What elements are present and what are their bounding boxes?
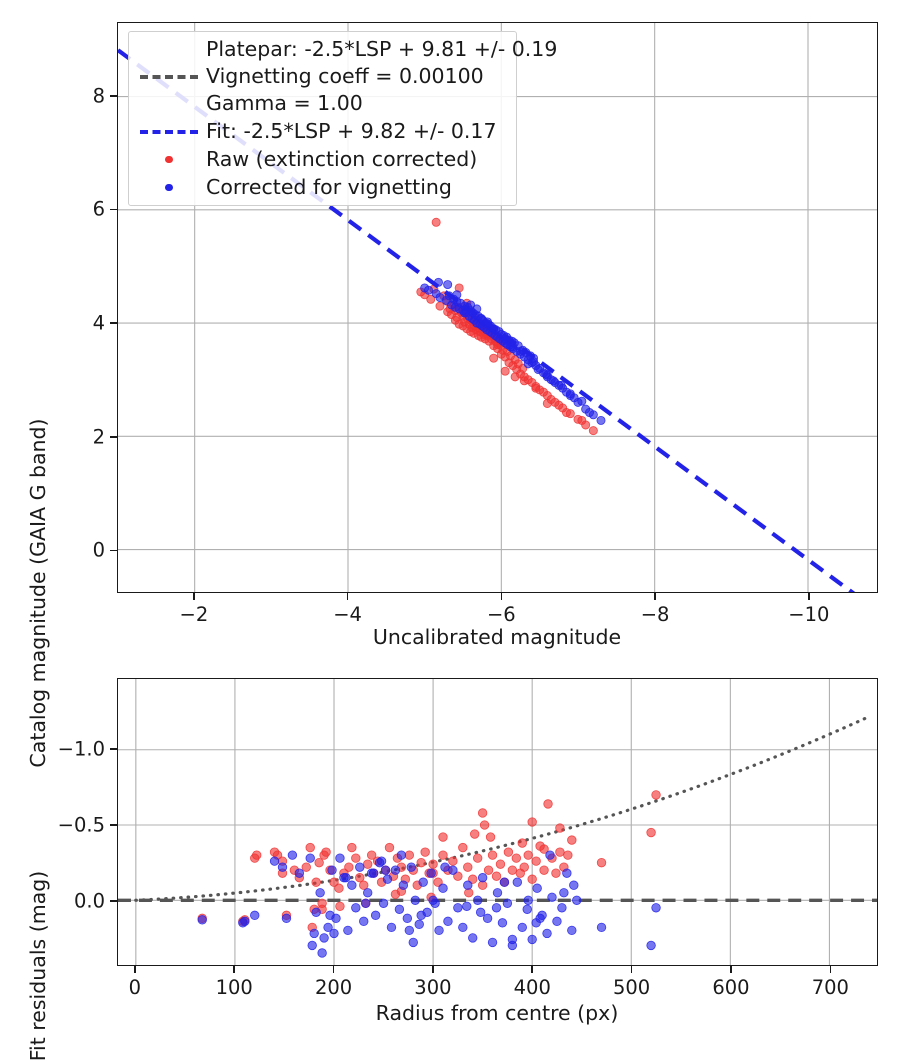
x-tick-label: 500 xyxy=(612,976,651,999)
x-tick-label: −4 xyxy=(333,603,362,626)
y-tick-label: 0.0 xyxy=(73,889,105,913)
y-tick-mark xyxy=(110,95,117,97)
legend-label-raw: Raw (extinction corrected) xyxy=(206,147,478,172)
legend-label-gamma: Gamma = 1.00 xyxy=(206,91,363,116)
x-tick-label: 100 xyxy=(215,976,253,999)
y-tick-label: −0.5 xyxy=(57,813,105,837)
x-tick-mark xyxy=(332,966,335,973)
plot-legend: Platepar: -2.5*LSP + 9.81 +/- 0.19 Vigne… xyxy=(128,31,557,206)
x-tick-label: −8 xyxy=(640,603,670,626)
x-tick-mark xyxy=(432,966,434,973)
x-tick-mark xyxy=(630,966,633,973)
legend-label-vignetting-coeff: Vignetting coeff = 0.00100 xyxy=(206,64,484,89)
y-tick-mark xyxy=(110,900,117,902)
x-tick-label: 0 xyxy=(128,976,142,999)
y-tick-label: −1.0 xyxy=(57,737,105,761)
x-tick-label: −2 xyxy=(179,603,209,626)
x-tick-mark xyxy=(730,966,732,973)
y-tick-mark xyxy=(110,549,117,552)
residuals-x-axis-label: Radius from centre (px) xyxy=(375,1001,619,1025)
legend-handle-blue-dot xyxy=(138,176,200,200)
x-tick-label: 200 xyxy=(314,976,353,999)
legend-item-raw: Raw (extinction corrected) xyxy=(129,146,477,173)
y-tick-mark xyxy=(110,748,117,751)
legend-handle-dashed-gray-line xyxy=(138,65,200,89)
legend-item-gamma: Gamma = 1.00 xyxy=(129,90,363,117)
y-tick-mark xyxy=(110,322,117,324)
y-tick-mark xyxy=(110,435,117,438)
fit-residuals-plot xyxy=(117,678,878,966)
legend-handle-dashed-blue-line xyxy=(138,120,200,144)
x-tick-label: −6 xyxy=(486,603,516,626)
x-tick-mark xyxy=(346,593,349,600)
y-tick-label: 0 xyxy=(92,538,105,562)
x-tick-label: −10 xyxy=(788,603,830,626)
legend-item-vignetting-coeff: Vignetting coeff = 0.00100 xyxy=(129,63,484,90)
legend-label-platepar: Platepar: -2.5*LSP + 9.81 +/- 0.19 xyxy=(206,37,558,62)
legend-item-corrected: Corrected for vignetting xyxy=(129,174,452,201)
legend-handle-platepar xyxy=(138,38,200,62)
calibration-x-axis-label: Uncalibrated magnitude xyxy=(372,625,622,649)
y-tick-label: 6 xyxy=(92,197,105,221)
y-tick-mark xyxy=(110,208,117,211)
legend-handle-red-dot xyxy=(138,148,200,172)
x-tick-label: 400 xyxy=(513,976,551,999)
x-tick-mark xyxy=(233,966,236,973)
legend-label-fit: Fit: -2.5*LSP + 9.82 +/- 0.17 xyxy=(206,119,497,144)
y-tick-label: 8 xyxy=(92,84,105,108)
x-tick-label: 300 xyxy=(414,976,452,999)
x-tick-mark xyxy=(531,966,534,973)
y-tick-label: 2 xyxy=(92,425,105,448)
calibration-y-axis-label: Catalog magnitude (GAIA G band) xyxy=(26,418,50,768)
x-tick-mark xyxy=(808,593,810,600)
legend-handle-gamma xyxy=(138,92,200,116)
x-tick-mark xyxy=(134,966,136,973)
residuals-plot-canvas xyxy=(118,679,877,965)
residuals-y-axis-label: Fit residuals (mag) xyxy=(26,870,50,1061)
y-tick-label: 4 xyxy=(92,311,105,335)
y-tick-mark xyxy=(110,824,117,826)
x-tick-mark xyxy=(193,593,195,600)
x-tick-label: 700 xyxy=(811,976,849,999)
legend-item-fit: Fit: -2.5*LSP + 9.82 +/- 0.17 xyxy=(129,118,497,145)
legend-label-corrected: Corrected for vignetting xyxy=(206,175,452,200)
x-tick-mark xyxy=(654,593,656,600)
x-tick-label: 600 xyxy=(712,976,750,999)
x-tick-mark xyxy=(829,966,832,973)
legend-item-platepar: Platepar: -2.5*LSP + 9.81 +/- 0.19 xyxy=(129,36,557,63)
x-tick-mark xyxy=(500,593,503,600)
